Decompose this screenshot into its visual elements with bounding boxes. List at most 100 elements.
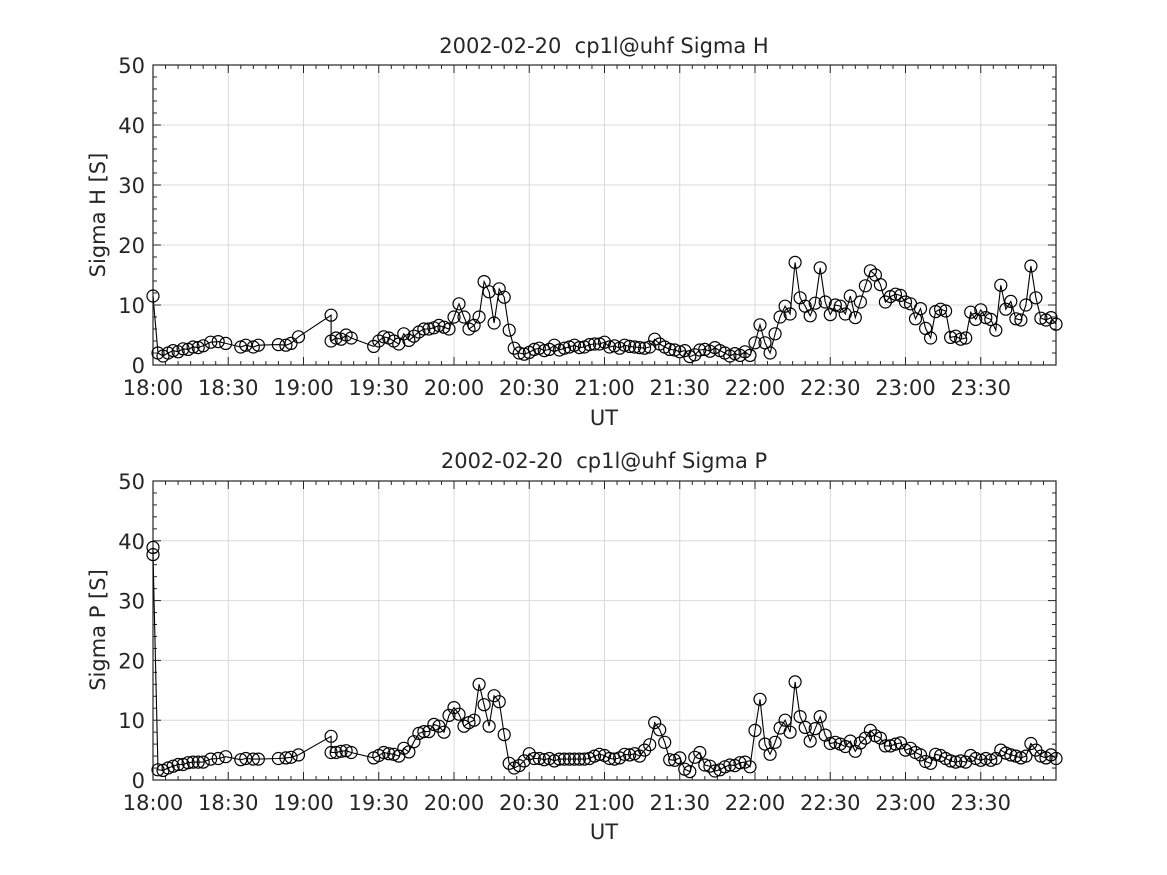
sigma-h-data-point (984, 312, 998, 326)
sigma-h-data-point (166, 344, 180, 358)
sigma-h-data-point (557, 341, 572, 355)
sigma-p-data-point (329, 745, 343, 760)
sigma-h-data-point (994, 278, 1008, 292)
sigma-h-series (146, 255, 1063, 364)
sigma-h-data-point (753, 318, 767, 332)
sigma-p-data-point (477, 698, 491, 712)
sigma-h-data-point (537, 344, 551, 358)
sigma-p-data-point (878, 739, 893, 753)
sigma-p-x-tick-label: 20:30 (499, 791, 560, 815)
sigma-h-data-point (344, 331, 358, 345)
sigma-p-data-point (181, 756, 195, 770)
sigma-h-data-point (808, 296, 822, 310)
sigma-h-data-point (457, 310, 471, 324)
sigma-p-data-point (452, 707, 466, 721)
sigma-p-data-point (497, 727, 511, 742)
sigma-p-data-point (512, 758, 526, 773)
sigma-p-data-point (562, 752, 577, 766)
sigma-h-data-point (334, 332, 348, 346)
sigma-p-data-point (334, 744, 348, 758)
sigma-h-data-point (622, 339, 637, 353)
sigma-p-data-point (873, 731, 888, 745)
sigma-p-data-point (688, 750, 702, 764)
sigma-h-data-point (447, 310, 461, 324)
sigma-h-y-tick-label: 0 (132, 354, 145, 378)
sigma-h-data-point (954, 332, 968, 346)
sigma-h-data-point (442, 322, 456, 336)
sigma-p-data-point (382, 747, 396, 761)
sigma-h-data-point (743, 348, 757, 362)
sigma-p-data-point (1019, 749, 1033, 763)
sigma-h-data-point (196, 339, 210, 353)
sigma-p-x-tick-label: 19:00 (273, 791, 334, 815)
sigma-h-data-point (838, 307, 852, 321)
sigma-p-data-point (196, 755, 210, 769)
sigma-p-data-point (793, 709, 807, 724)
sigma-h-x-tick-label: 20:00 (424, 376, 485, 400)
sigma-h-data-point (542, 342, 556, 356)
sigma-p-data-point (572, 752, 587, 766)
sigma-h-data-point (1004, 294, 1018, 308)
sigma-h-data-point (1024, 259, 1038, 273)
sigma-p-data-point (888, 737, 903, 751)
sigma-p-data-point (532, 751, 546, 766)
sigma-h-data-point (482, 285, 496, 299)
sigma-h-x-tick-label: 19:00 (273, 376, 334, 400)
sigma-h-data-point (251, 338, 265, 352)
sigma-p-data-point (492, 695, 506, 709)
sigma-h-x-tick-label: 18:00 (123, 376, 184, 400)
sigma-p-data-point (279, 751, 293, 765)
sigma-h-data-point (1019, 298, 1033, 312)
sigma-p-data-point (324, 745, 338, 760)
sigma-h-minor-ticks (153, 65, 1056, 365)
sigma-p-data-point (768, 735, 782, 749)
sigma-p-data-point (219, 750, 233, 764)
sigma-h-data-point (487, 316, 501, 330)
sigma-p-data-point (753, 692, 767, 706)
sigma-h-data-point (407, 329, 421, 343)
sigma-p-data-point (803, 734, 817, 748)
sigma-h-data-point (271, 338, 285, 352)
sigma-p-data-point (191, 755, 205, 769)
sigma-h-data-point (693, 343, 707, 357)
sigma-p-data-point (467, 713, 481, 727)
sigma-p-data-point (552, 752, 567, 766)
sigma-p-data-point (422, 724, 436, 739)
sigma-p-data-point (617, 747, 632, 761)
sigma-h-data-point (974, 303, 988, 317)
sigma-p-y-tick-label: 0 (132, 769, 145, 793)
sigma-h-data-point (923, 331, 938, 345)
sigma-p-data-point (1034, 749, 1048, 763)
sigma-p-data-point (271, 751, 285, 766)
sigma-p-y-tick-label: 20 (118, 649, 145, 673)
sigma-h-data-point (938, 304, 953, 318)
sigma-p-data-point (763, 747, 777, 761)
sigma-p-data-point (151, 763, 165, 777)
sigma-h-data-point (204, 335, 218, 349)
sigma-p-data-point (858, 731, 873, 745)
sigma-h-data-point (527, 342, 541, 356)
sigma-h-x-tick-label: 18:30 (198, 376, 259, 400)
sigma-h-data-point (833, 299, 847, 313)
sigma-p-y-tick-label: 30 (118, 590, 145, 614)
sigma-p-x-tick-label: 22:30 (800, 791, 861, 815)
sigma-p-data-point (673, 751, 687, 765)
sigma-p-data-point (959, 755, 973, 769)
sigma-h-data-point (648, 332, 662, 346)
sigma-p-data-point (823, 736, 837, 751)
sigma-h-data-point (284, 336, 298, 350)
sigma-p-data-point (758, 737, 772, 751)
sigma-h-data-point (146, 289, 160, 303)
sigma-h-xlabel: UT (590, 406, 618, 430)
sigma-p-x-tick-label: 18:30 (198, 791, 259, 815)
sigma-h-data-point (773, 310, 787, 324)
sigma-h-data-point (329, 331, 343, 345)
sigma-h-data-point (176, 342, 190, 356)
sigma-p-data-point (1004, 748, 1018, 762)
sigma-p-grid (153, 481, 1056, 780)
sigma-h-data-point (989, 323, 1003, 337)
sigma-h-data-point (582, 338, 597, 352)
sigma-h-data-point (758, 336, 772, 350)
sigma-h-data-point (1049, 317, 1063, 331)
sigma-h-data-point (602, 340, 617, 354)
